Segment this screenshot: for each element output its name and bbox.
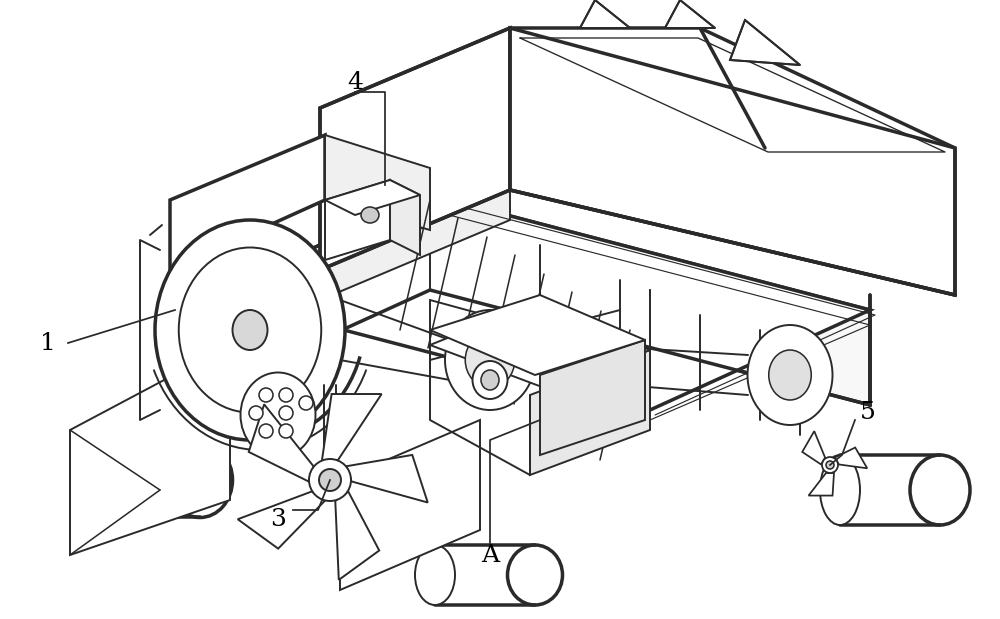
Ellipse shape: [822, 457, 838, 473]
Ellipse shape: [259, 424, 273, 438]
Ellipse shape: [249, 406, 263, 420]
Ellipse shape: [481, 370, 499, 390]
Ellipse shape: [240, 373, 316, 457]
Polygon shape: [430, 295, 645, 375]
Text: A: A: [481, 543, 499, 566]
Polygon shape: [170, 135, 325, 270]
Ellipse shape: [508, 545, 562, 605]
Ellipse shape: [279, 424, 293, 438]
Polygon shape: [210, 195, 870, 410]
Polygon shape: [540, 340, 645, 455]
Polygon shape: [802, 431, 825, 464]
Ellipse shape: [465, 332, 515, 387]
Ellipse shape: [279, 388, 293, 402]
Ellipse shape: [361, 207, 379, 223]
Ellipse shape: [319, 469, 341, 491]
Polygon shape: [322, 394, 382, 460]
Polygon shape: [335, 491, 379, 580]
Polygon shape: [100, 443, 200, 517]
Ellipse shape: [769, 350, 811, 400]
Polygon shape: [730, 20, 800, 65]
Polygon shape: [238, 491, 325, 548]
Ellipse shape: [259, 388, 273, 402]
Ellipse shape: [168, 443, 232, 517]
Text: 1: 1: [40, 332, 56, 355]
Ellipse shape: [155, 220, 345, 440]
Polygon shape: [210, 195, 430, 390]
Text: 3: 3: [270, 508, 286, 532]
Polygon shape: [325, 135, 430, 230]
Polygon shape: [340, 420, 480, 590]
Ellipse shape: [820, 455, 860, 525]
Text: 5: 5: [860, 400, 876, 423]
Polygon shape: [840, 455, 940, 525]
Polygon shape: [530, 350, 650, 475]
Ellipse shape: [279, 406, 293, 420]
Polygon shape: [325, 180, 390, 260]
Ellipse shape: [179, 248, 321, 412]
Polygon shape: [249, 404, 313, 482]
Polygon shape: [390, 180, 420, 255]
Polygon shape: [320, 190, 510, 300]
Ellipse shape: [748, 325, 832, 425]
Polygon shape: [835, 448, 867, 469]
Ellipse shape: [826, 461, 834, 469]
Polygon shape: [430, 305, 650, 390]
Polygon shape: [430, 195, 870, 405]
Text: 4: 4: [347, 71, 363, 93]
Ellipse shape: [910, 455, 970, 525]
Polygon shape: [809, 473, 834, 496]
Ellipse shape: [415, 545, 455, 605]
Polygon shape: [325, 180, 420, 215]
Ellipse shape: [445, 310, 535, 410]
Polygon shape: [320, 28, 510, 270]
Ellipse shape: [309, 459, 351, 501]
Polygon shape: [347, 455, 428, 503]
Ellipse shape: [299, 396, 313, 410]
Ellipse shape: [78, 443, 122, 517]
Polygon shape: [580, 0, 630, 28]
Polygon shape: [435, 545, 535, 605]
Polygon shape: [510, 28, 955, 148]
Ellipse shape: [473, 361, 508, 399]
Ellipse shape: [232, 310, 268, 350]
Polygon shape: [510, 28, 955, 295]
Polygon shape: [70, 345, 230, 555]
Polygon shape: [665, 0, 715, 28]
